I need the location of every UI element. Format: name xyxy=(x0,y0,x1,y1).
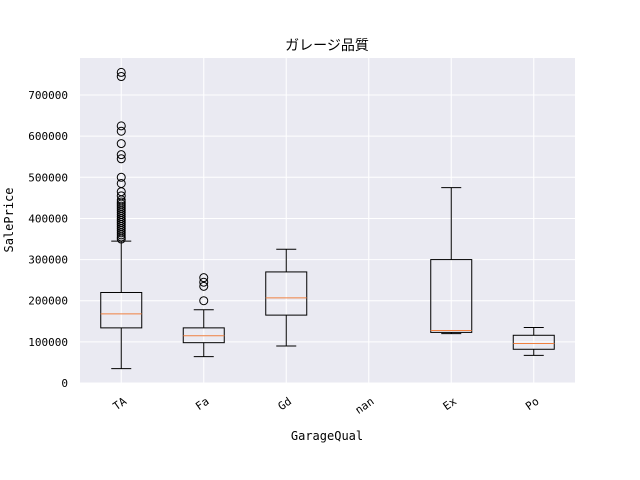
y-tick-label: 300000 xyxy=(28,254,68,267)
x-tick-label: TA xyxy=(111,395,130,413)
x-axis-label: GarageQual xyxy=(291,429,363,443)
outlier-point xyxy=(199,281,209,291)
x-tick-label: Po xyxy=(523,395,541,413)
outlier-point xyxy=(116,191,126,201)
outlier-point xyxy=(116,126,126,136)
outlier-point xyxy=(116,139,126,149)
chart-title: ガレージ品質 xyxy=(285,38,369,54)
y-tick-label: 500000 xyxy=(28,171,68,184)
y-tick-label: 400000 xyxy=(28,212,68,225)
outlier-point xyxy=(116,154,126,164)
x-tick-label: Gd xyxy=(276,395,294,413)
iqr-box xyxy=(512,334,555,350)
y-axis-ticks: 0 100000 200000 300000 400000 500000 600000 700… xyxy=(28,89,68,390)
y-tick-label: 0 xyxy=(61,377,68,390)
boxes xyxy=(100,67,555,370)
outlier-point xyxy=(199,296,209,306)
y-tick-label: 600000 xyxy=(28,130,68,143)
iqr-box xyxy=(100,291,143,329)
y-tick-label: 700000 xyxy=(28,89,68,102)
plot-area xyxy=(80,58,575,383)
x-axis-ticks: TA Fa Gd nan Ex Po xyxy=(111,395,542,417)
outlier-point xyxy=(116,72,126,82)
outlier-point xyxy=(116,150,126,160)
y-tick-label: 100000 xyxy=(28,336,68,349)
outlier-point xyxy=(116,67,126,77)
x-tick-label: Fa xyxy=(193,395,211,413)
y-tick-label: 200000 xyxy=(28,295,68,308)
x-tick-label: Ex xyxy=(441,395,460,413)
box-Ex xyxy=(430,187,473,335)
iqr-box xyxy=(430,259,473,333)
outlier-point xyxy=(116,178,126,188)
box-Fa xyxy=(182,273,225,358)
box-TA xyxy=(100,67,143,370)
x-tick-label: nan xyxy=(353,395,377,417)
box-Gd xyxy=(265,248,308,347)
outlier-point xyxy=(199,273,209,283)
outlier-point xyxy=(116,172,126,182)
iqr-box xyxy=(265,271,308,316)
y-axis-label: SalePrice xyxy=(2,187,16,252)
outlier-point xyxy=(116,121,126,131)
box-Po xyxy=(512,326,555,356)
outlier-point xyxy=(199,277,209,287)
